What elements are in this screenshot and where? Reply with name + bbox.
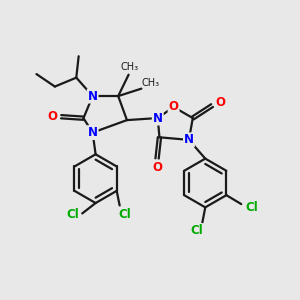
Text: O: O [48,110,58,123]
Text: O: O [215,95,225,109]
Text: Cl: Cl [245,201,258,214]
Text: O: O [152,160,162,173]
Text: Cl: Cl [66,208,79,221]
Text: Cl: Cl [190,224,203,237]
Text: CH₃: CH₃ [141,78,159,88]
Text: N: N [88,126,98,139]
Text: Cl: Cl [119,208,131,220]
Text: N: N [88,90,98,103]
Text: N: N [153,112,163,124]
Text: N: N [184,134,194,146]
Text: O: O [169,100,178,113]
Text: CH₃: CH₃ [120,62,138,72]
